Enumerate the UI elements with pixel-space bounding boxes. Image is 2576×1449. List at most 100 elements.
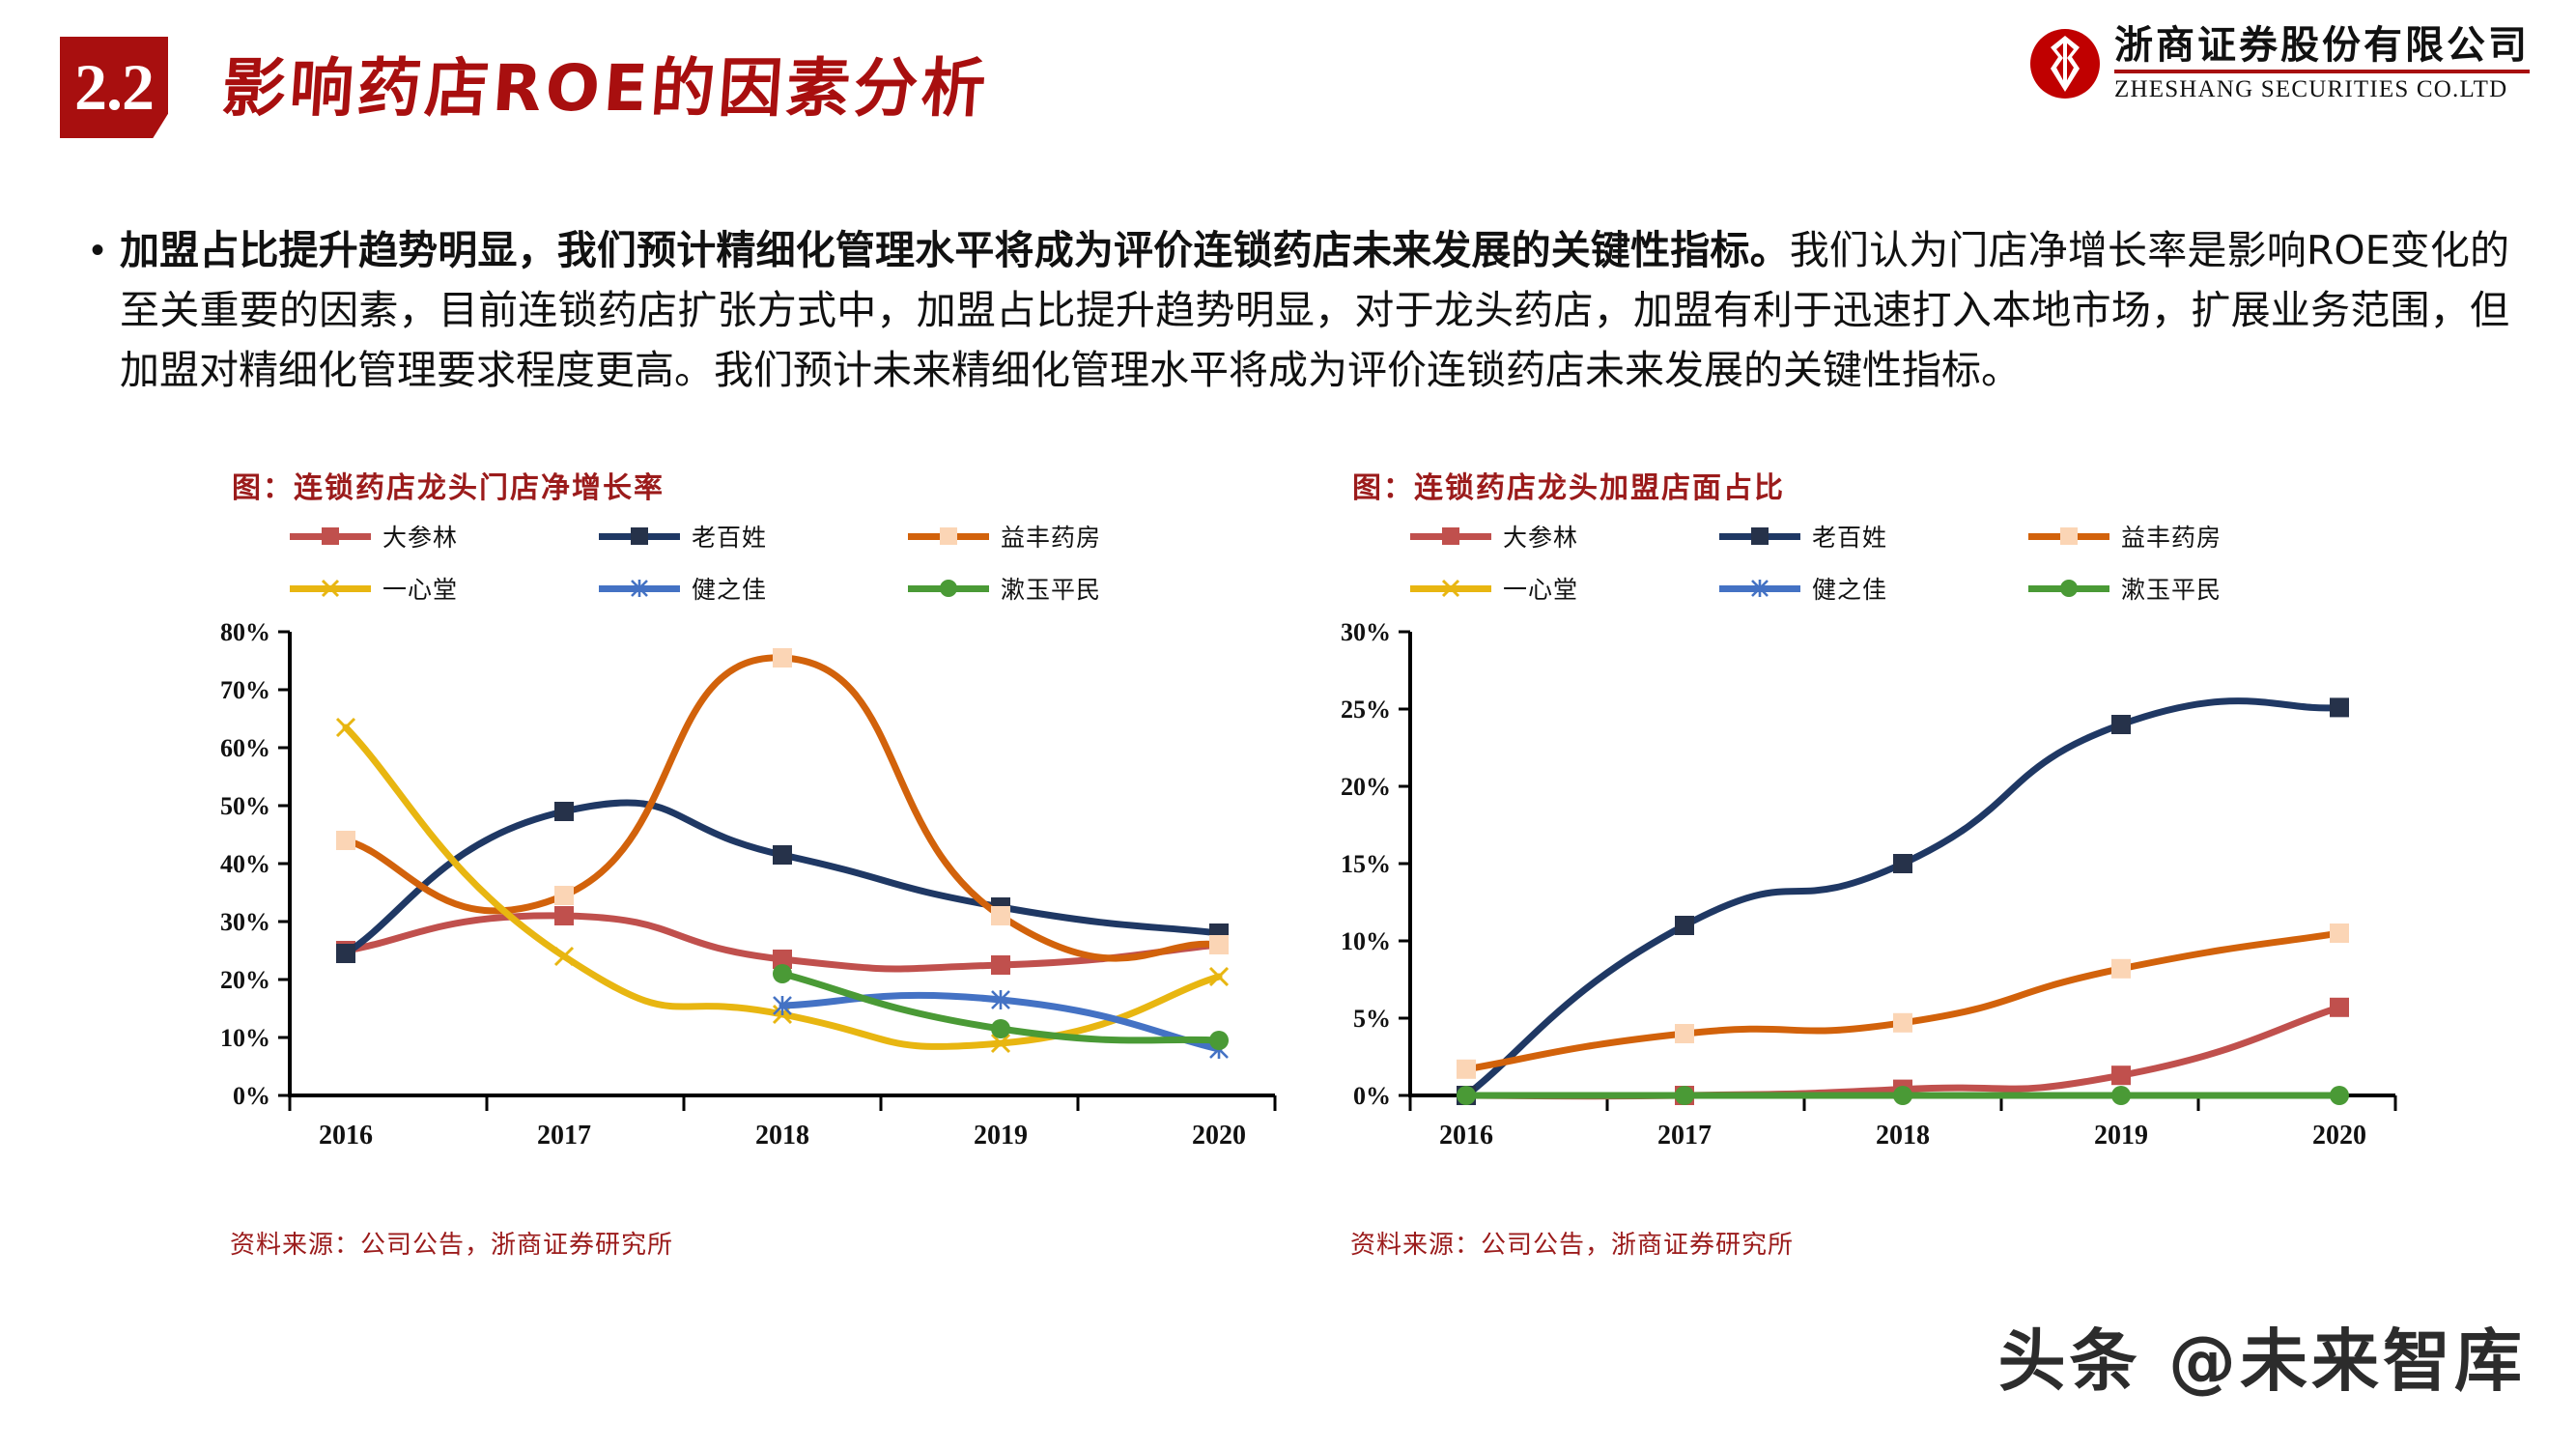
chart-title-right: 图：连锁药店龙头加盟店面占比 bbox=[1352, 471, 1785, 505]
legend-item-3: 益丰药房 bbox=[2028, 520, 2337, 553]
source-note-right: 资料来源：公司公告，浙商证券研究所 bbox=[1350, 1231, 1795, 1260]
x-axis-tick-label: 2017 bbox=[1657, 1121, 1712, 1151]
chart-title-left: 图：连锁药店龙头门店净增长率 bbox=[232, 471, 665, 505]
data-point-marker bbox=[1209, 935, 1229, 954]
legend-label: 健之佳 bbox=[1812, 576, 1888, 604]
series-漱玉平民 bbox=[1457, 1086, 2349, 1105]
data-point-marker bbox=[2330, 923, 2349, 943]
data-point-marker bbox=[336, 831, 355, 850]
legend-marker-icon bbox=[939, 526, 958, 546]
data-point-marker bbox=[991, 990, 1010, 1009]
legend-item-3: 益丰药房 bbox=[908, 520, 1217, 553]
x-axis-tick-label: 2018 bbox=[755, 1121, 809, 1151]
data-point-marker bbox=[2111, 958, 2131, 979]
legend-item-2: 老百姓 bbox=[1719, 520, 2028, 553]
data-point-marker bbox=[2111, 1086, 2131, 1105]
legend-marker-icon bbox=[1441, 526, 1460, 546]
data-point-marker bbox=[2330, 1086, 2349, 1105]
chart-panel-store-growth: 图：连锁药店龙头门店净增长率 大参林 老百姓 益丰药房 一心堂 健之佳 漱玉平民 0% 10… bbox=[174, 464, 1314, 1265]
legend-swatch-square-icon bbox=[1410, 527, 1491, 545]
legend-label: 大参林 bbox=[1503, 524, 1579, 552]
y-axis-tick-label: 20% bbox=[1341, 773, 1391, 801]
data-point-marker bbox=[2111, 715, 2131, 734]
x-axis-tick-label: 2016 bbox=[319, 1121, 373, 1151]
y-axis-tick-label: 0% bbox=[1353, 1082, 1391, 1110]
legend-item-4: 一心堂 bbox=[1410, 572, 1719, 605]
y-axis-tick-label: 30% bbox=[1341, 618, 1391, 646]
data-point-marker bbox=[1893, 854, 1912, 873]
body-lead-text: 加盟占比提升趋势明显，我们预计精细化管理水平将成为评价连锁药店未来发展的关键性指… bbox=[120, 227, 1790, 273]
legend-swatch-square-icon bbox=[599, 527, 680, 545]
slide-header: 2.2 影响药店ROE的因素分析 浙商证券股份有限公司 ZHESHANG SEC… bbox=[0, 0, 2576, 174]
legend-marker-icon bbox=[321, 579, 340, 598]
data-point-marker bbox=[990, 1033, 1011, 1054]
x-axis-tick-label: 2018 bbox=[1876, 1121, 1930, 1151]
data-point-marker bbox=[773, 845, 792, 865]
legend-swatch-circle-icon bbox=[908, 580, 989, 597]
legend-marker-icon bbox=[630, 526, 649, 546]
data-point-marker bbox=[1893, 1012, 1912, 1033]
legend-marker-icon bbox=[1441, 579, 1460, 598]
y-axis-tick-label: 10% bbox=[220, 1024, 270, 1052]
y-axis-tick-label: 10% bbox=[1341, 927, 1391, 955]
legend-swatch-star-icon bbox=[599, 580, 680, 597]
legend-marker-icon bbox=[321, 526, 340, 546]
data-point-marker bbox=[335, 717, 356, 738]
series-一心堂 bbox=[335, 717, 1230, 1054]
legend-item-1: 大参林 bbox=[1410, 520, 1719, 553]
data-point-marker bbox=[2330, 997, 2349, 1017]
chart-legend-left: 大参林 老百姓 益丰药房 一心堂 健之佳 漱玉平民 bbox=[290, 520, 1217, 605]
legend-label: 老百姓 bbox=[692, 524, 768, 552]
logo-divider bbox=[2114, 70, 2530, 73]
logo-company-name-cn: 浙商证券股份有限公司 bbox=[2114, 23, 2530, 68]
legend-marker-icon bbox=[1750, 526, 1769, 546]
legend-label: 益丰药房 bbox=[1001, 524, 1102, 552]
chart-legend-right: 大参林 老百姓 益丰药房一心堂 健之佳 漱玉平民 bbox=[1410, 520, 2337, 605]
data-point-marker bbox=[1675, 916, 1694, 935]
data-point-marker bbox=[554, 906, 574, 925]
chart-plot-left: 0% 10% 20% 30% 40% 50% 60% 70% 80% 2016 2017 2018 20… bbox=[174, 609, 1314, 1188]
x-axis-tick-label: 2016 bbox=[1439, 1121, 1493, 1151]
data-point-marker bbox=[1675, 1086, 1694, 1105]
legend-item-2: 老百姓 bbox=[599, 520, 908, 553]
y-axis-tick-label: 80% bbox=[220, 618, 270, 646]
data-point-marker bbox=[553, 946, 575, 967]
legend-swatch-square-icon bbox=[1719, 527, 1800, 545]
y-axis-tick-label: 0% bbox=[233, 1082, 270, 1110]
legend-swatch-circle-icon bbox=[2028, 580, 2109, 597]
y-axis-tick-label: 5% bbox=[1353, 1005, 1391, 1033]
legend-label: 一心堂 bbox=[1503, 576, 1579, 604]
data-point-marker bbox=[336, 944, 355, 963]
legend-swatch-star-icon bbox=[1719, 580, 1800, 597]
data-point-marker bbox=[2330, 697, 2349, 718]
series-益丰药房 bbox=[1457, 923, 2349, 1079]
bullet-marker: • bbox=[90, 229, 104, 271]
legend-marker-icon bbox=[939, 579, 958, 598]
data-point-marker bbox=[1457, 1086, 1476, 1105]
data-point-marker bbox=[1208, 966, 1230, 987]
legend-swatch-x-icon bbox=[1410, 579, 1491, 598]
legend-item-1: 大参林 bbox=[290, 520, 599, 553]
x-axis-tick-label: 2019 bbox=[2094, 1121, 2148, 1151]
legend-swatch-square-light-icon bbox=[908, 527, 989, 545]
data-point-marker bbox=[1675, 1024, 1694, 1043]
x-axis-tick-label: 2019 bbox=[974, 1121, 1028, 1151]
data-point-marker bbox=[773, 950, 792, 969]
data-point-marker bbox=[773, 964, 792, 983]
legend-swatch-square-icon bbox=[290, 527, 371, 545]
legend-item-5: 健之佳 bbox=[1719, 572, 2028, 605]
x-axis-tick-label: 2020 bbox=[1192, 1121, 1246, 1151]
legend-marker-icon bbox=[2059, 526, 2079, 546]
legend-label: 一心堂 bbox=[382, 576, 459, 604]
y-axis-tick-label: 60% bbox=[220, 734, 270, 762]
y-axis-tick-label: 30% bbox=[220, 908, 270, 936]
x-axis-tick-label: 2017 bbox=[537, 1121, 591, 1151]
y-axis-tick-label: 40% bbox=[220, 850, 270, 878]
legend-swatch-square-light-icon bbox=[2028, 527, 2109, 545]
legend-item-6: 漱玉平民 bbox=[908, 572, 1217, 605]
legend-label: 大参林 bbox=[382, 524, 459, 552]
legend-item-6: 漱玉平民 bbox=[2028, 572, 2337, 605]
source-note-left: 资料来源：公司公告，浙商证券研究所 bbox=[230, 1231, 674, 1260]
legend-label: 益丰药房 bbox=[2121, 524, 2222, 552]
data-point-marker bbox=[1209, 1031, 1229, 1050]
